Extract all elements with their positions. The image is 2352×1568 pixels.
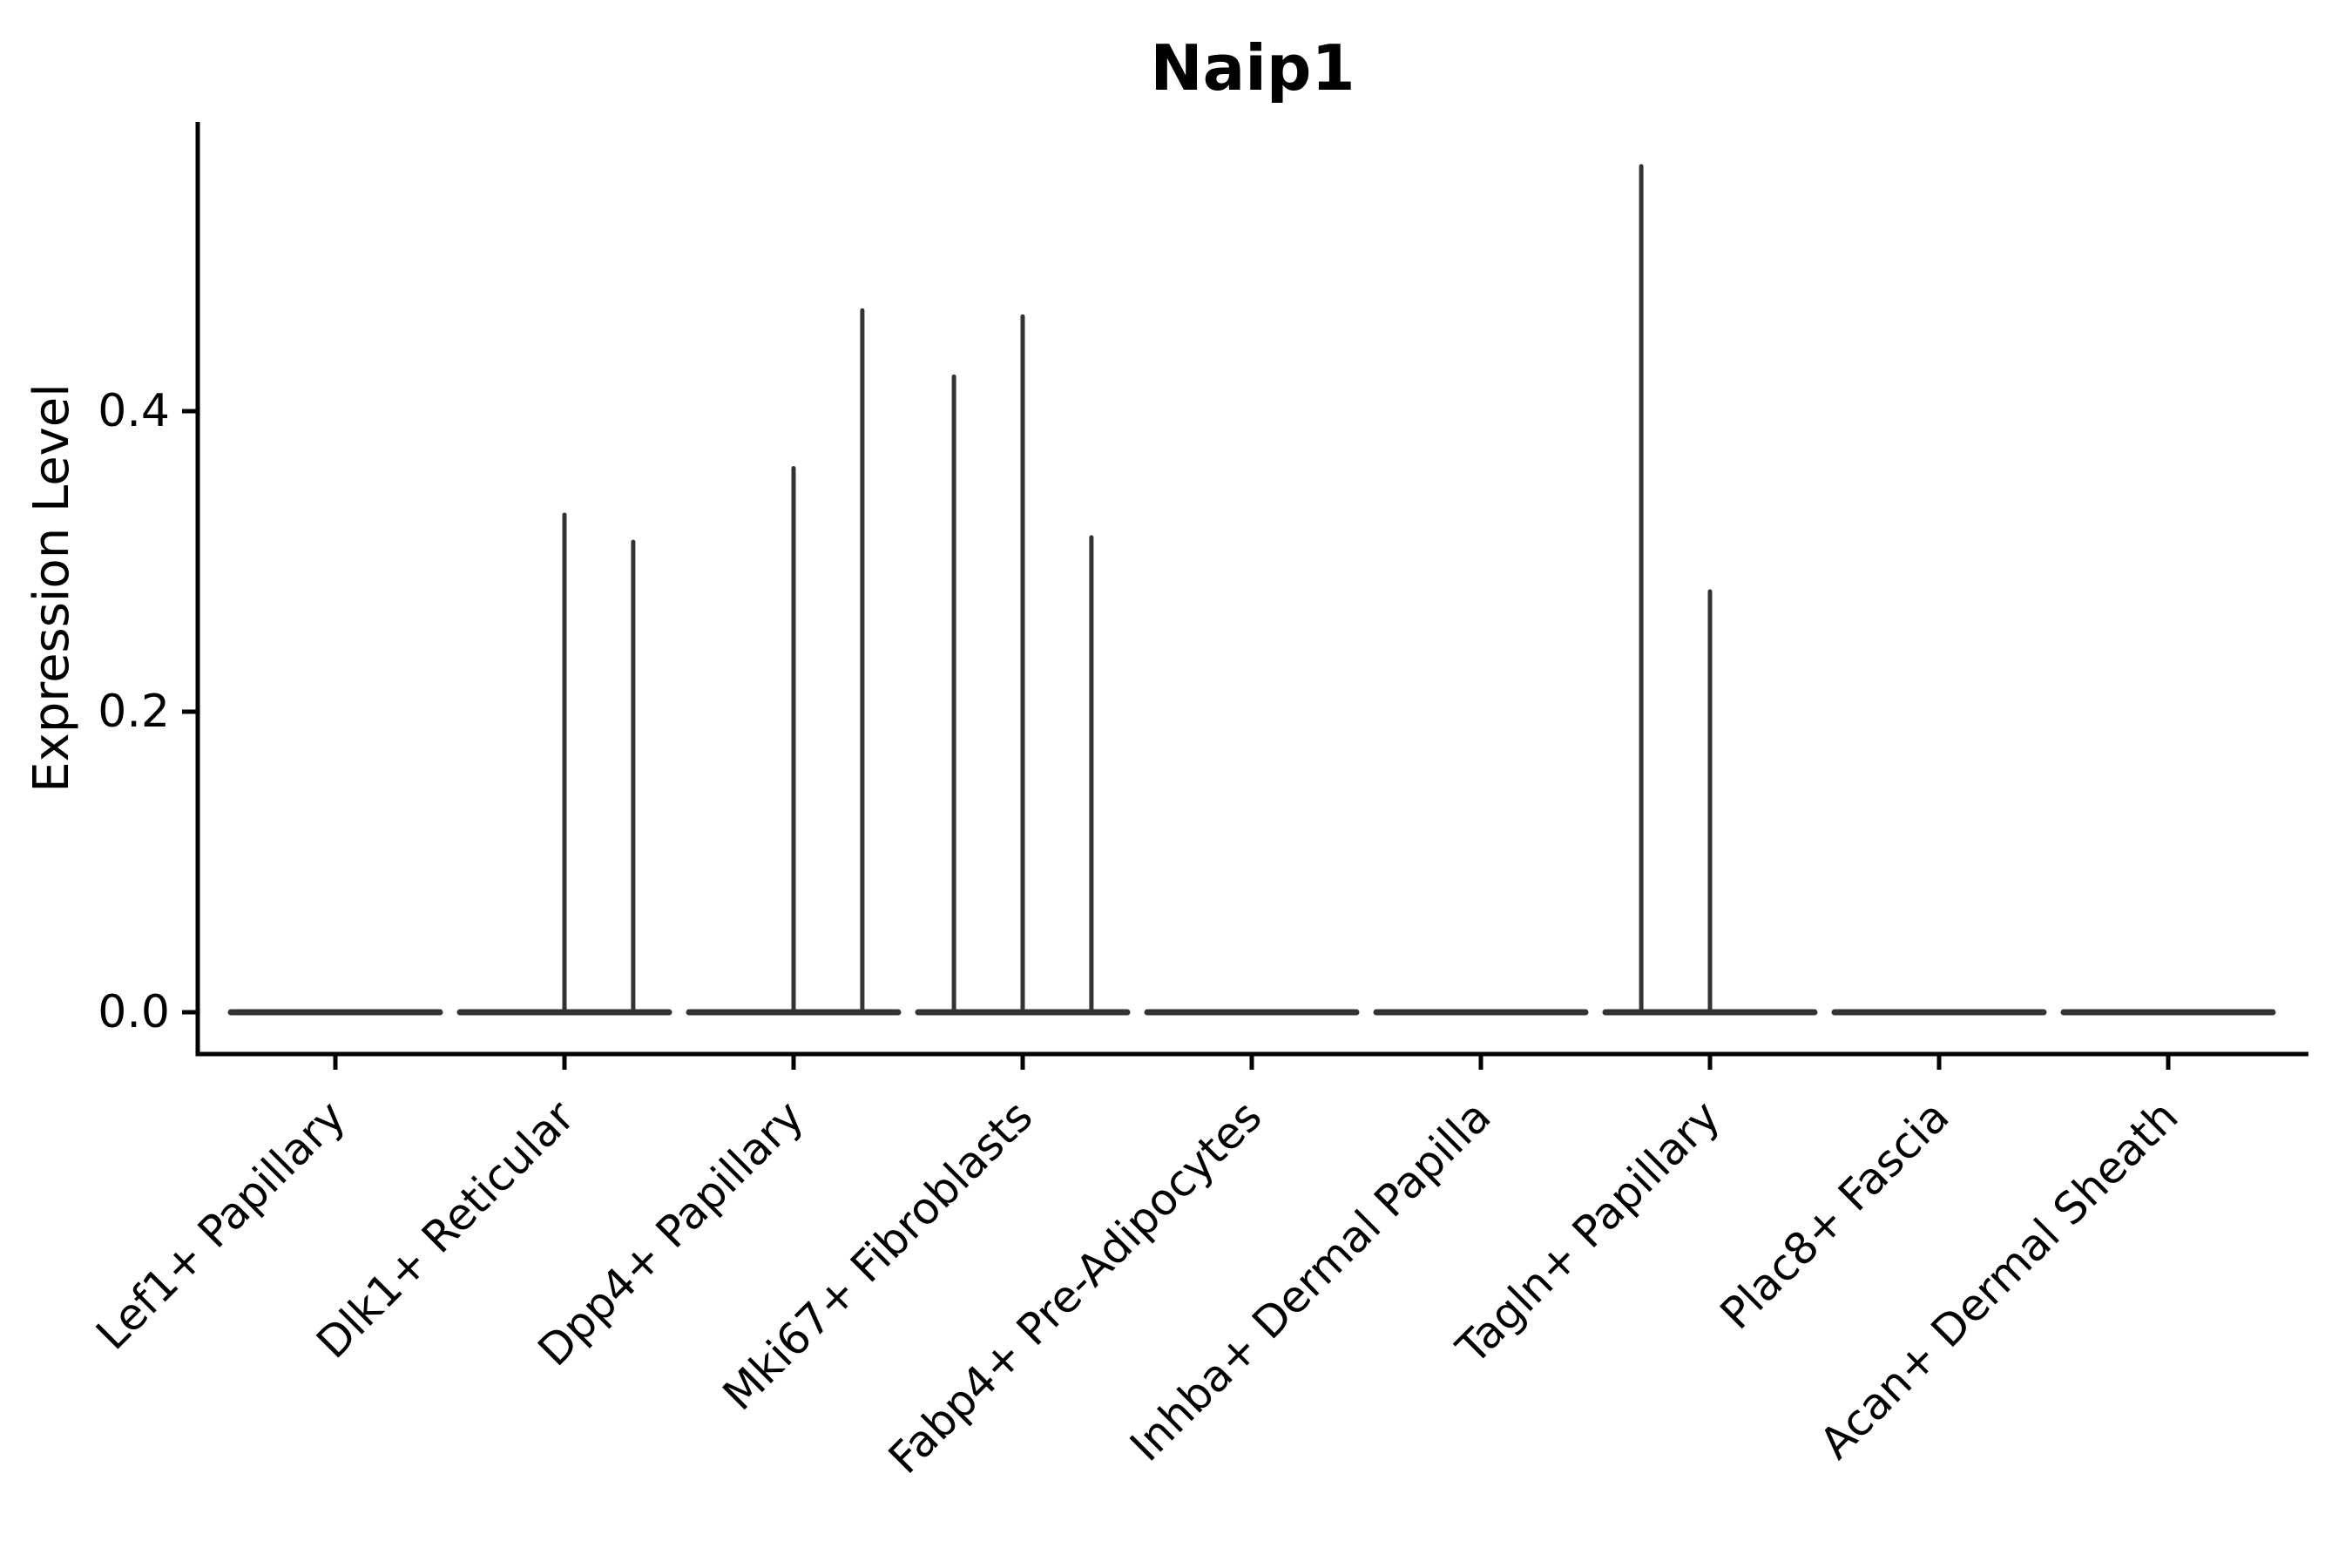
y-axis-ticks: 0.0 0.2 0.4 bbox=[98, 385, 198, 1038]
violin-3 bbox=[686, 308, 902, 1016]
violins-layer bbox=[227, 164, 2276, 1016]
y-tick-label: 0.4 bbox=[98, 385, 170, 437]
violin-2 bbox=[456, 512, 672, 1016]
x-category-label: Plac8+ Fascia bbox=[1711, 1091, 1959, 1339]
violin-7 bbox=[1602, 164, 1818, 1016]
x-category-label: Lef1+ Papillary bbox=[86, 1091, 355, 1359]
y-axis-label: Expression Level bbox=[24, 383, 80, 793]
y-tick-label: 0.0 bbox=[98, 986, 170, 1038]
y-tick-label: 0.2 bbox=[98, 686, 170, 738]
x-axis-ticks bbox=[333, 1054, 2171, 1070]
violin-4 bbox=[915, 314, 1131, 1016]
axes bbox=[195, 122, 2308, 1057]
chart-title: Naip1 bbox=[1150, 31, 1355, 105]
x-category-label: Fabp4+ Pre-Adipocytes bbox=[879, 1091, 1272, 1484]
